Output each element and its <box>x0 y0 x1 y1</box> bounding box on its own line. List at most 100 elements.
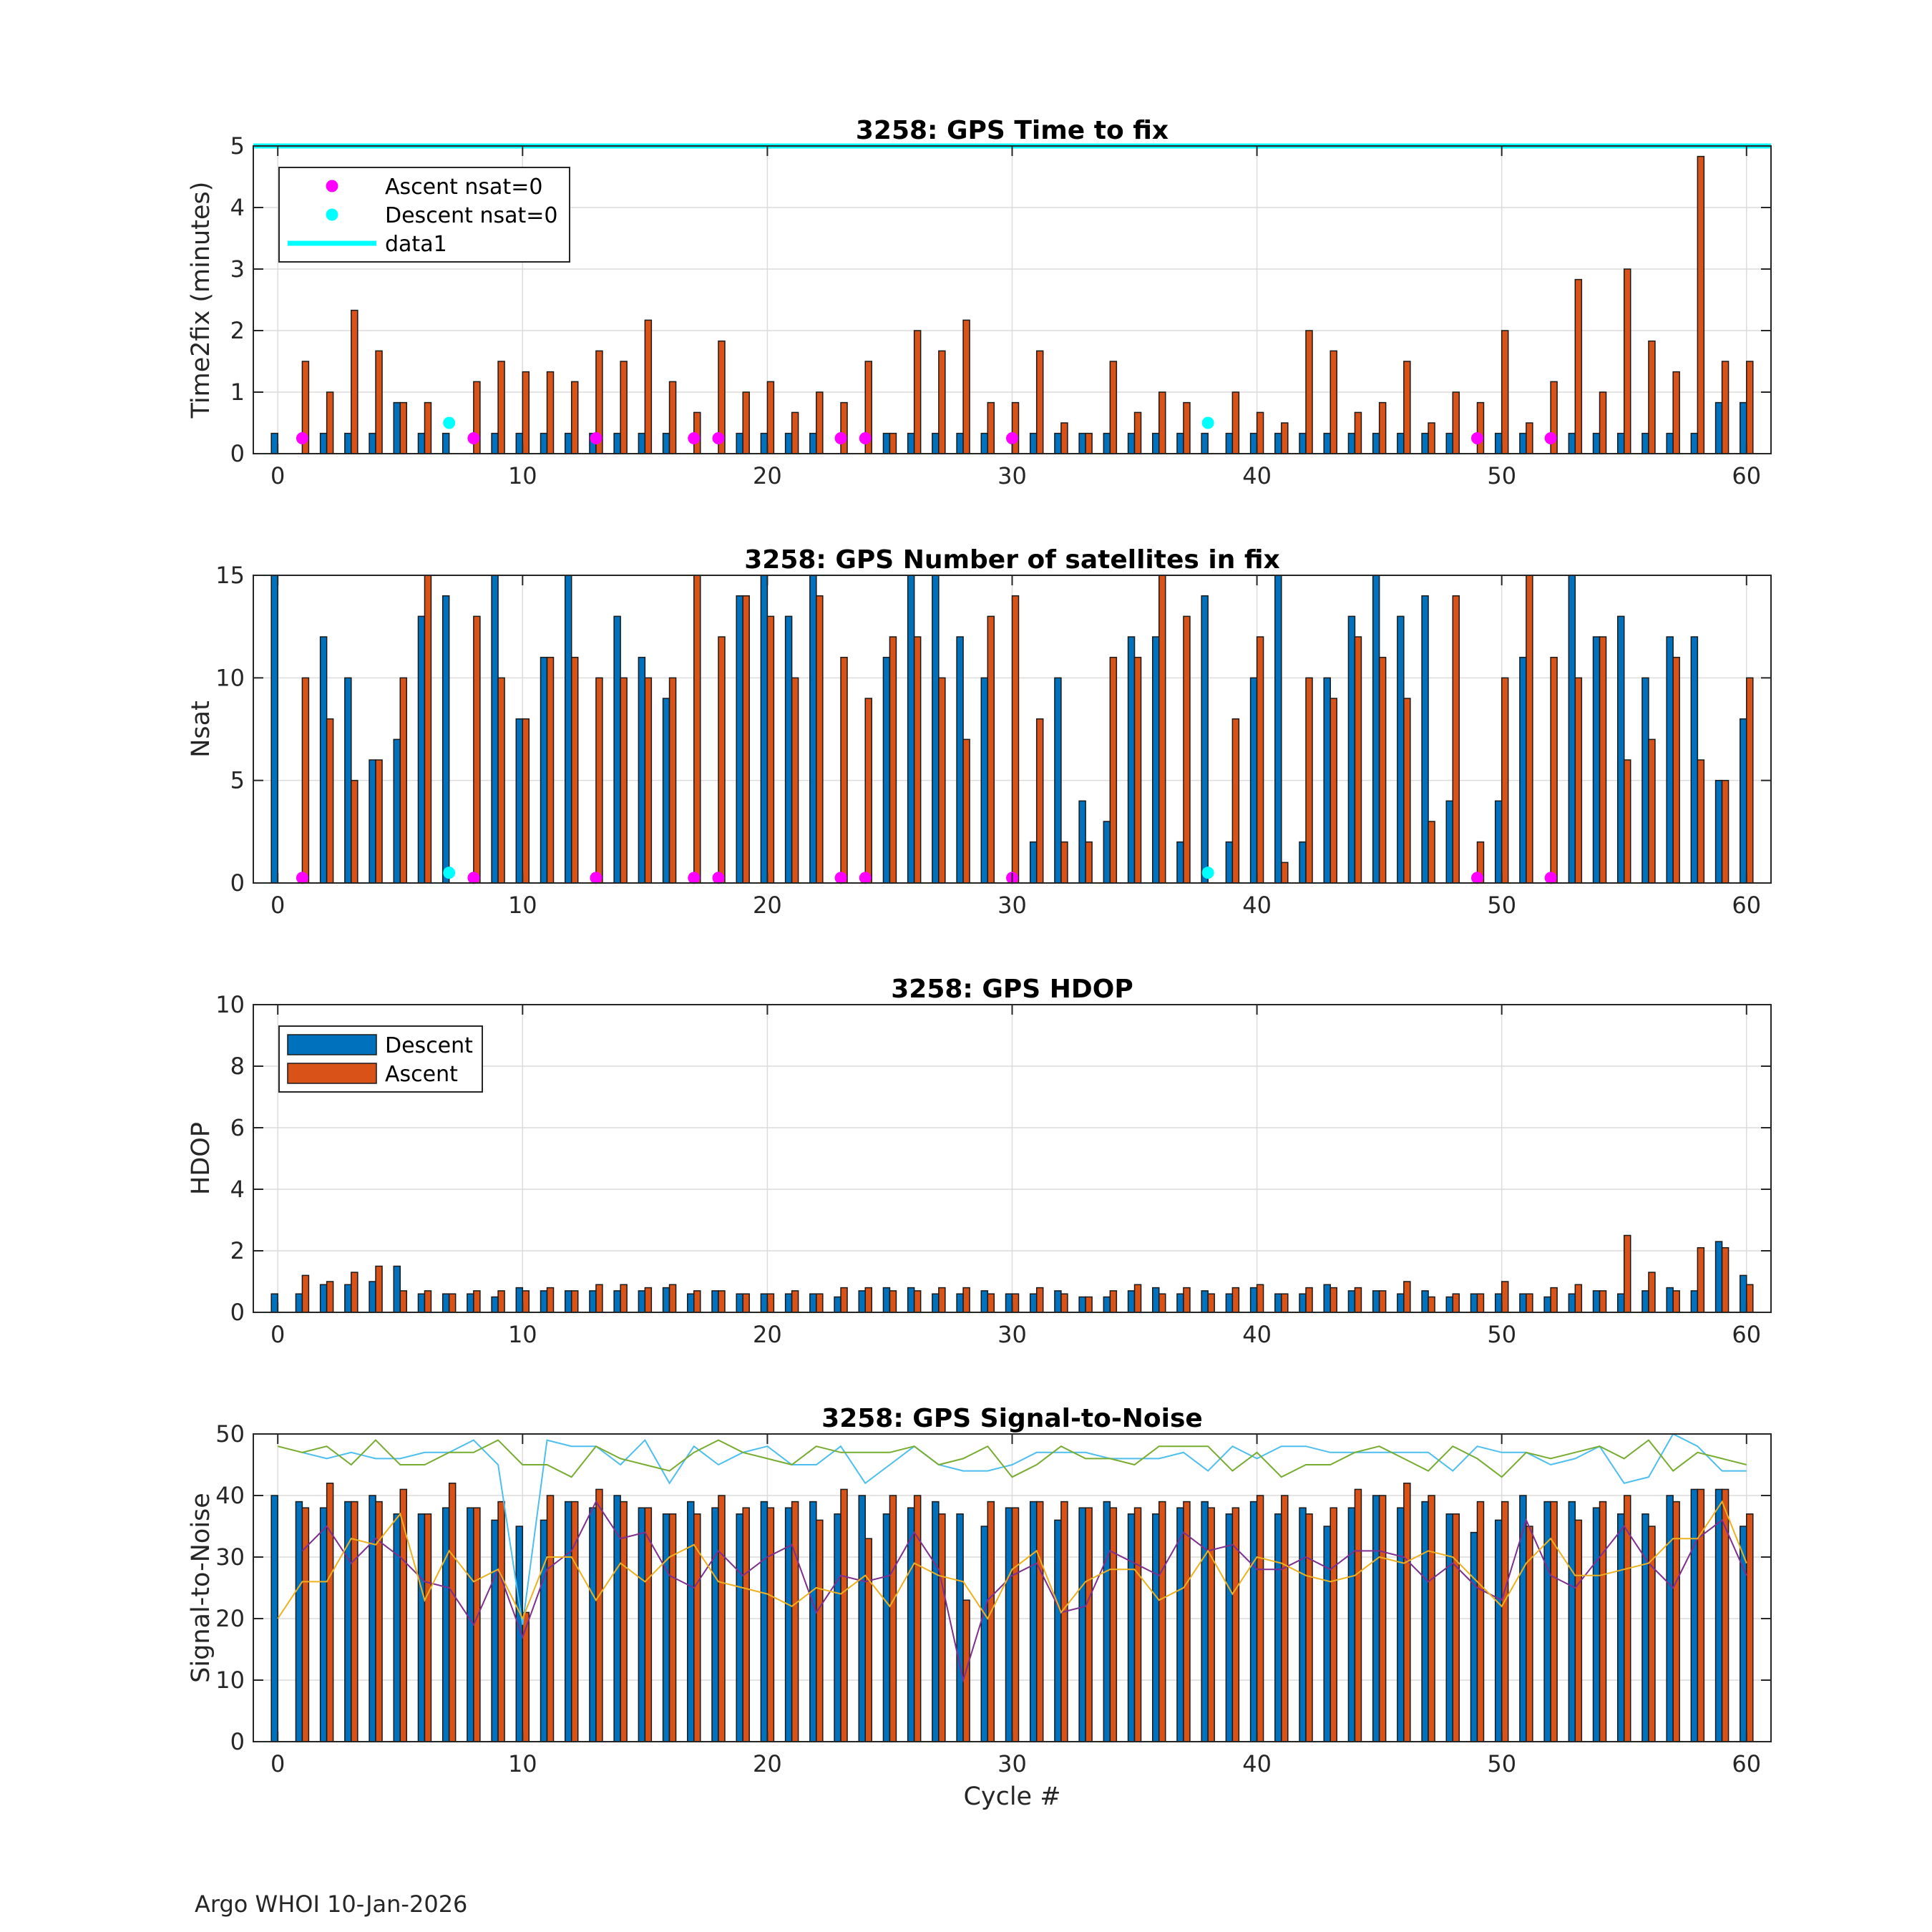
ascent-nsat0-marker <box>712 432 725 444</box>
bar-ascent-cycle-19 <box>742 1507 750 1742</box>
bar-ascent-cycle-51 <box>1526 1293 1533 1313</box>
bar-ascent-cycle-6 <box>424 1513 432 1742</box>
bar-descent-cycle-20 <box>760 432 769 454</box>
bar-descent-cycle-39 <box>1225 1293 1234 1313</box>
bar-ascent-cycle-27 <box>938 677 946 884</box>
bar-descent-cycle-42 <box>1299 1293 1307 1313</box>
bar-ascent-cycle-38 <box>1207 1507 1215 1742</box>
bar-ascent-cycle-39 <box>1231 391 1240 454</box>
bar-descent-cycle-46 <box>1397 1293 1405 1313</box>
bar-descent-cycle-33 <box>1078 1507 1086 1742</box>
bar-descent-cycle-59 <box>1714 401 1723 454</box>
bar-ascent-cycle-14 <box>620 1284 628 1313</box>
bar-ascent-cycle-40 <box>1256 1495 1264 1742</box>
bar-descent-cycle-34 <box>1103 1296 1111 1313</box>
bar-ascent-cycle-52 <box>1550 656 1558 884</box>
bar-ascent-cycle-54 <box>1599 1501 1607 1742</box>
bar-ascent-cycle-6 <box>424 575 432 884</box>
x-tick-label: 50 <box>1487 1321 1516 1348</box>
bar-ascent-cycle-21 <box>791 411 799 454</box>
ascent-nsat0-marker <box>590 872 602 884</box>
bar-ascent-cycle-18 <box>718 1495 726 1742</box>
bar-ascent-cycle-58 <box>1697 759 1705 884</box>
bar-descent-cycle-17 <box>687 1501 695 1742</box>
bar-descent-cycle-14 <box>613 1290 621 1313</box>
bar-descent-cycle-12 <box>564 1501 572 1742</box>
y-tick-label: 2 <box>230 317 245 344</box>
y-tick-label: 0 <box>230 1728 245 1755</box>
bar-ascent-cycle-20 <box>766 615 775 884</box>
y-tick-label: 4 <box>230 194 245 221</box>
bar-ascent-cycle-10 <box>522 1611 530 1742</box>
bar-descent-cycle-23 <box>834 1513 841 1742</box>
bar-descent-cycle-4 <box>369 1495 376 1742</box>
bar-ascent-cycle-48 <box>1452 1513 1460 1742</box>
bar-descent-cycle-30 <box>1005 1293 1013 1313</box>
bar-descent-cycle-2 <box>319 1507 328 1742</box>
bar-ascent-cycle-19 <box>742 1293 750 1313</box>
bar-descent-cycle-40 <box>1249 677 1258 884</box>
x-tick-label: 10 <box>508 1321 537 1348</box>
y-tick-label: 10 <box>215 664 245 691</box>
bar-descent-cycle-32 <box>1054 1519 1062 1742</box>
x-tick-label: 30 <box>997 892 1027 919</box>
bar-ascent-cycle-16 <box>668 1284 677 1313</box>
bar-descent-cycle-24 <box>858 1290 866 1313</box>
bar-ascent-cycle-15 <box>644 677 653 884</box>
bar-descent-cycle-21 <box>784 1507 793 1742</box>
bar-ascent-cycle-50 <box>1501 677 1509 884</box>
bar-ascent-cycle-1 <box>301 677 310 884</box>
bar-descent-cycle-38 <box>1201 432 1209 454</box>
x-tick-label: 20 <box>753 1750 782 1777</box>
bar-descent-cycle-50 <box>1494 800 1503 884</box>
bar-ascent-cycle-35 <box>1133 1507 1142 1742</box>
bar-descent-cycle-37 <box>1176 432 1184 454</box>
bar-descent-cycle-52 <box>1543 1296 1551 1313</box>
bar-ascent-cycle-12 <box>570 1501 579 1742</box>
bar-ascent-cycle-36 <box>1158 1293 1166 1313</box>
x-tick-label: 40 <box>1242 1321 1272 1348</box>
x-tick-label: 50 <box>1487 462 1516 489</box>
bar-descent-cycle-42 <box>1299 432 1307 454</box>
ascent-nsat0-marker <box>688 872 701 884</box>
x-tick-label: 60 <box>1732 892 1761 919</box>
chart-title: 3258: GPS Signal-to-Noise <box>821 1404 1203 1433</box>
bar-ascent-cycle-22 <box>816 595 824 884</box>
bar-ascent-cycle-3 <box>351 779 358 884</box>
bar-descent-cycle-38 <box>1201 595 1209 884</box>
bar-ascent-cycle-59 <box>1721 1246 1729 1313</box>
bar-ascent-cycle-56 <box>1648 340 1656 454</box>
bar-descent-cycle-31 <box>1029 432 1038 454</box>
bar-descent-cycle-43 <box>1323 1284 1331 1313</box>
bar-descent-cycle-11 <box>540 1519 548 1742</box>
bar-ascent-cycle-12 <box>570 1290 579 1313</box>
bar-descent-cycle-45 <box>1372 575 1380 884</box>
y-tick-label: 2 <box>230 1237 245 1264</box>
bar-ascent-cycle-22 <box>816 391 824 454</box>
bar-descent-cycle-41 <box>1274 1513 1282 1742</box>
bar-descent-cycle-0 <box>270 1495 278 1742</box>
bar-descent-cycle-50 <box>1494 432 1503 454</box>
bar-ascent-cycle-20 <box>766 381 775 454</box>
bar-ascent-cycle-39 <box>1231 718 1240 884</box>
bar-ascent-cycle-60 <box>1746 361 1754 454</box>
legend: Ascent nsat=0 Descent nsat=0 data1 <box>278 167 570 263</box>
bar-descent-cycle-50 <box>1494 1519 1503 1742</box>
y-tick-label: 0 <box>230 440 245 467</box>
bar-ascent-cycle-25 <box>889 1290 897 1313</box>
bar-ascent-cycle-26 <box>913 636 922 884</box>
chart-panel-3: 0 10 20 30 40 50 60 0 2 4 6 8 10 3258: GPS HDOP HDOP De… <box>187 975 1772 1348</box>
ascent-nsat0-marker <box>859 432 872 444</box>
bar-descent-cycle-7 <box>441 432 450 454</box>
bar-descent-cycle-9 <box>491 432 499 454</box>
bar-ascent-cycle-18 <box>718 636 726 884</box>
snr-line4 <box>277 1500 1747 1621</box>
bar-descent-cycle-33 <box>1078 432 1086 454</box>
ascent-nsat0-marker <box>590 432 602 444</box>
bar-descent-cycle-5 <box>393 738 401 884</box>
bar-ascent-cycle-17 <box>693 1290 701 1313</box>
bar-ascent-cycle-42 <box>1305 677 1313 884</box>
ascent-nsat0-marker <box>688 432 701 444</box>
bar-descent-cycle-57 <box>1666 432 1674 454</box>
bar-ascent-cycle-13 <box>595 1488 603 1742</box>
